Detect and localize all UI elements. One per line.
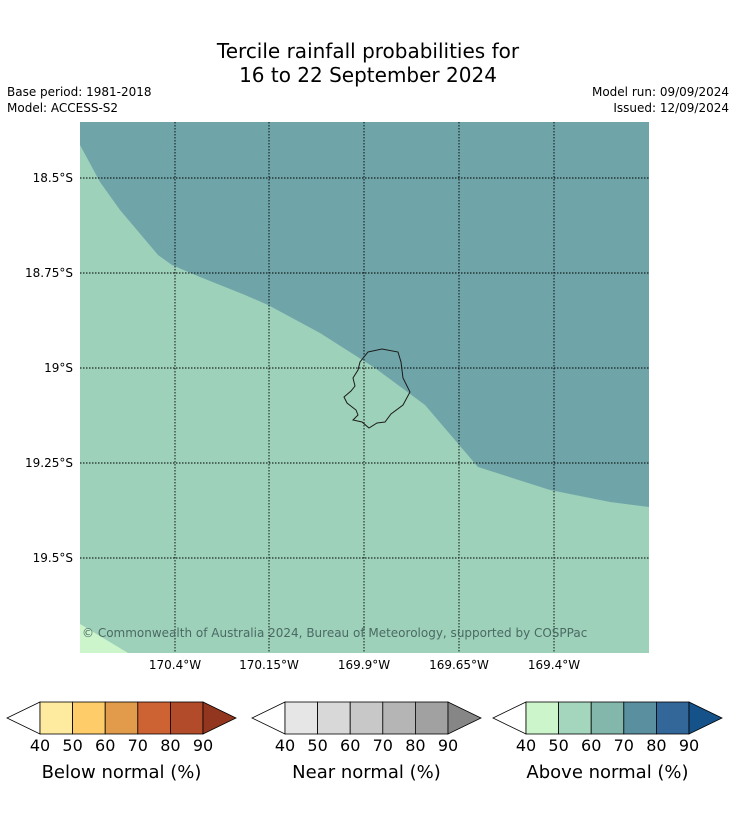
colorbar-below-tick: 70: [128, 736, 148, 755]
colorbar-above-segment: [656, 701, 690, 735]
colorbar-above-label: Above normal (%): [526, 762, 688, 783]
colorbar-above-low-extension: [492, 701, 527, 735]
colorbar-near-label: Near normal (%): [292, 762, 441, 783]
colorbar-above-tick: 60: [581, 736, 601, 755]
model-name: Model: ACCESS-S2: [7, 101, 119, 115]
copyright-notice: © Commonwealth of Australia 2024, Bureau…: [82, 626, 587, 640]
lon-label-3: 169.9°W: [338, 658, 390, 672]
colorbar-near-tick: 40: [275, 736, 295, 755]
colorbar-below-segment: [72, 701, 106, 735]
colorbar-near: 40 50 60 70 80 90 Near normal (%): [251, 701, 482, 783]
colorbar-near-tick: 60: [340, 736, 360, 755]
colorbar-near-high-extension: [447, 701, 482, 735]
model-run-date: Model run: 09/09/2024: [591, 85, 729, 99]
lon-label-2: 170.15°W: [239, 658, 299, 672]
colorbar-below-segment: [104, 701, 139, 735]
colorbar-below-tick: 40: [30, 736, 50, 755]
chart-title-line1: Tercile rainfall probabilities for: [216, 39, 520, 63]
base-period: Base period: 1981-2018: [7, 85, 152, 99]
colorbar-near-segment: [317, 701, 351, 735]
chart-title-line2: 16 to 22 September 2024: [239, 63, 497, 87]
colorbar-below-segment: [169, 701, 204, 735]
colorbar-above-segment: [623, 701, 657, 735]
colorbar-below-tick: 80: [160, 736, 180, 755]
colorbar-above-tick: 40: [516, 736, 536, 755]
colorbar-below-label: Below normal (%): [42, 762, 202, 783]
colorbar-above-segment: [590, 701, 625, 735]
issued-date: Issued: 12/09/2024: [613, 101, 729, 115]
colorbar-above-tick: 90: [679, 736, 699, 755]
colorbar-above-tick: 70: [614, 736, 634, 755]
colorbar-below-high-extension: [202, 701, 237, 735]
colorbar-above-high-extension: [688, 701, 723, 735]
graticule: [80, 122, 649, 653]
colorbar-above-segment: [525, 701, 559, 735]
lon-label-1: 170.4°W: [149, 658, 201, 672]
colorbar-near-tick: 90: [438, 736, 458, 755]
colorbar-near-tick: 80: [405, 736, 425, 755]
colorbar-below-tick: 50: [62, 736, 82, 755]
colorbar-near-segment: [414, 701, 449, 735]
lat-label-2: 18.75°S: [25, 266, 73, 280]
lon-label-5: 169.4°W: [528, 658, 580, 672]
colorbar-below-tick: 90: [193, 736, 213, 755]
colorbar-near-segment: [382, 701, 416, 735]
lon-label-4: 169.65°W: [429, 658, 489, 672]
niue-island-outline: [343, 348, 411, 429]
lat-label-4: 19.25°S: [25, 456, 73, 470]
colorbar-near-segment: [284, 701, 318, 735]
colorbar-near-tick: 50: [307, 736, 327, 755]
colorbar-near-low-extension: [251, 701, 286, 735]
colorbar-below-segment: [39, 701, 73, 735]
probability-region-40-50: [80, 624, 128, 653]
colorbar-below-tick: 60: [95, 736, 115, 755]
colorbar-below: 40 50 60 70 80 90 Below normal (%): [6, 701, 237, 783]
colorbar-near-segment: [349, 701, 384, 735]
colorbar-legends: 40 50 60 70 80 90 Below normal (%) 40 50 60 70 80 90…: [6, 701, 723, 783]
lat-label-3: 19°S: [44, 361, 73, 375]
lat-label-5: 19.5°S: [33, 551, 73, 565]
map-area: [80, 122, 649, 653]
probability-region-60-70: [80, 122, 649, 507]
colorbar-above-tick: 50: [548, 736, 568, 755]
colorbar-above-tick: 80: [646, 736, 666, 755]
lat-label-1: 18.5°S: [33, 171, 73, 185]
colorbar-below-segment: [137, 701, 171, 735]
colorbar-below-low-extension: [6, 701, 41, 735]
colorbar-above: 40 50 60 70 80 90 Above normal (%): [492, 701, 723, 783]
colorbar-above-segment: [558, 701, 592, 735]
colorbar-near-tick: 70: [373, 736, 393, 755]
